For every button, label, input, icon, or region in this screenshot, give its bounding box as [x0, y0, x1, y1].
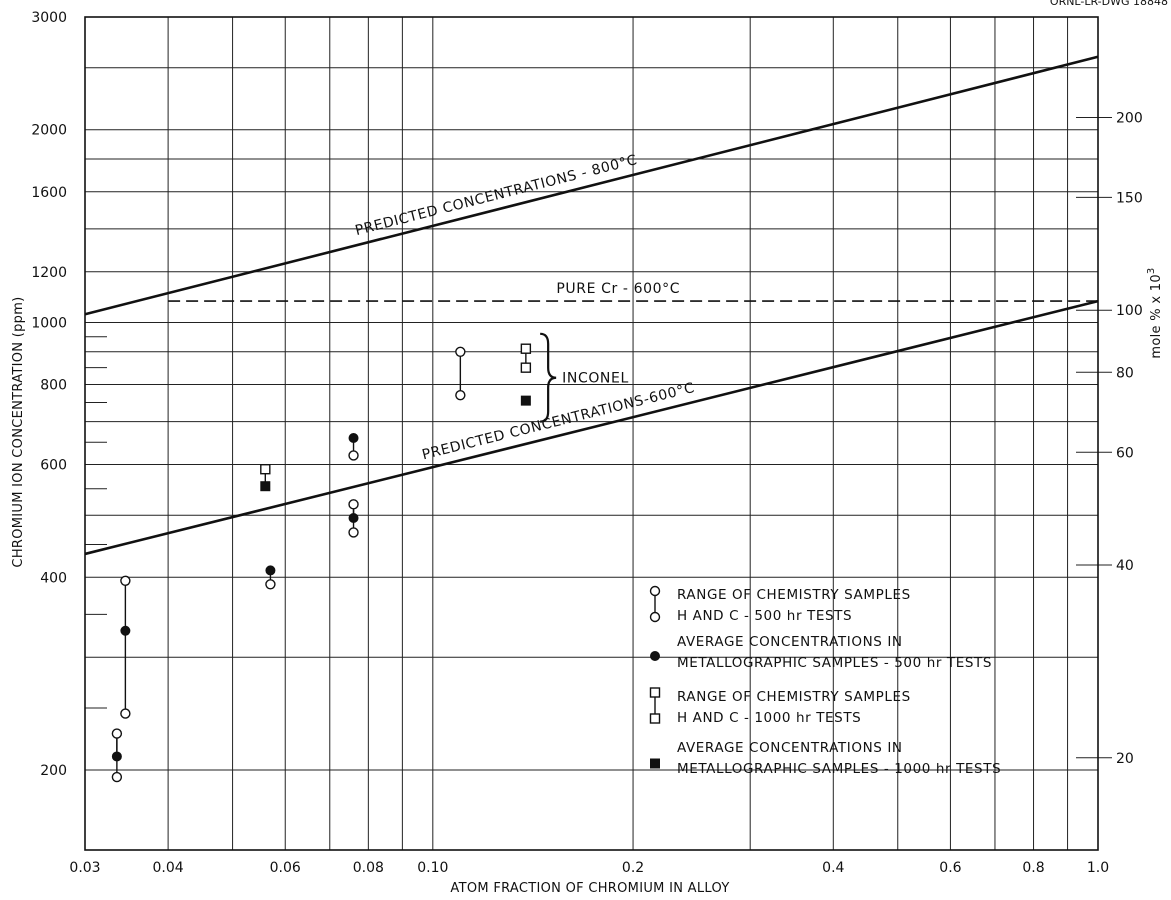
y-tick-label: 3000 — [31, 10, 67, 26]
filled-circle-point — [120, 625, 131, 636]
y2-tick-label: 40 — [1116, 558, 1134, 574]
plot-frame — [84, 16, 1099, 851]
open-circle-point — [111, 728, 123, 739]
y-axis-label: CHROMIUM ION CONCENTRATION (ppm) — [11, 296, 26, 567]
x-tick-label: 0.03 — [69, 860, 100, 876]
y-tick-label: 400 — [40, 570, 67, 586]
filled-circle-point — [348, 513, 359, 524]
open-square-point — [260, 463, 271, 475]
legend-entry-2-line-2: METALLOGRAPHIC SAMPLES - 500 hr TESTS — [677, 655, 992, 671]
open-circle-point — [120, 575, 131, 586]
x-tick-label: 0.10 — [417, 860, 448, 876]
open-square-point — [520, 343, 532, 354]
y2-tick-label: 60 — [1116, 445, 1134, 461]
open-circle-point — [348, 499, 359, 510]
y2-tick-label: 100 — [1116, 303, 1143, 319]
legend-filled-circle — [650, 651, 660, 661]
legend: RANGE OF CHEMISTRY SAMPLES H AND C - 500… — [649, 585, 1001, 777]
legend-open-circle — [649, 611, 661, 623]
legend-entry-2-line-1: AVERAGE CONCENTRATIONS IN — [677, 634, 903, 650]
open-circle-point — [455, 389, 466, 401]
filled-circle-point — [111, 751, 122, 762]
y-tick-label: 1000 — [31, 315, 67, 331]
legend-entry-3-line-2: H AND C - 1000 hr TESTS — [677, 710, 861, 726]
y2-tick-label: 80 — [1116, 365, 1134, 381]
y-tick-label: 800 — [40, 378, 67, 394]
inconel-label: INCONEL — [562, 371, 629, 387]
tick-labels: 20 40 60 80 100 150 200 0.03 0.04 0.06 0.08 0.10 0.2… — [31, 10, 1142, 876]
y2-tick-label: 150 — [1116, 190, 1143, 206]
legend-open-square — [649, 713, 661, 724]
x-tick-label: 0.8 — [1022, 860, 1044, 876]
x-tick-label: 1.0 — [1087, 860, 1109, 876]
prediction-lines — [84, 55, 1099, 556]
line-label-pure-cr: PURE Cr - 600°C — [556, 281, 680, 297]
filled-circle-point — [348, 433, 359, 444]
open-square-point — [520, 362, 532, 373]
data-marks — [111, 343, 532, 783]
legend-entry-1-line-2: H AND C - 500 hr TESTS — [677, 608, 852, 624]
filled-square-point — [260, 481, 271, 492]
corner-id: ORNL-LR-DWG 18848 — [1050, 0, 1168, 8]
filled-circle-point — [265, 565, 276, 576]
open-circle-point — [348, 527, 359, 538]
line-800c — [84, 55, 1099, 316]
svg-text:mole % x 103: mole % x 103 — [1146, 267, 1164, 358]
inconel-brace — [540, 332, 557, 423]
filled-square-point — [520, 395, 531, 406]
y2-tick-label: 20 — [1116, 751, 1134, 767]
open-circle-point — [111, 771, 123, 783]
legend-entry-4-line-2: METALLOGRAPHIC SAMPLES - 1000 hr TESTS — [677, 761, 1001, 777]
y2-axis-label-group: mole % x 103 — [1146, 267, 1164, 358]
y2-tick-label: 200 — [1116, 111, 1143, 127]
y2-axis-label: mole % x 10 — [1149, 274, 1164, 359]
x-tick-label: 0.2 — [622, 860, 644, 876]
y2-axis-label-superscript: 3 — [1146, 267, 1157, 274]
legend-open-square — [649, 687, 661, 698]
x-axis-label: ATOM FRACTION OF CHROMIUM IN ALLOY — [450, 881, 729, 896]
y-tick-label: 1200 — [31, 265, 67, 281]
y-tick-label: 2000 — [31, 123, 67, 139]
line-600c — [84, 299, 1099, 556]
x-tick-label: 0.6 — [939, 860, 961, 876]
x-tick-label: 0.04 — [153, 860, 184, 876]
x-tick-label: 0.06 — [270, 860, 301, 876]
y-tick-label: 200 — [40, 763, 67, 779]
x-tick-label: 0.4 — [822, 860, 844, 876]
open-circle-point — [265, 579, 276, 590]
open-circle-point — [455, 346, 466, 357]
legend-entry-1-line-1: RANGE OF CHEMISTRY SAMPLES — [677, 587, 911, 603]
x-tick-label: 0.08 — [353, 860, 384, 876]
legend-filled-square — [650, 758, 660, 769]
legend-entry-3-line-1: RANGE OF CHEMISTRY SAMPLES — [677, 689, 911, 705]
legend-markers — [649, 585, 661, 769]
grid — [85, 17, 1112, 850]
open-circle-point — [348, 450, 359, 461]
open-circle-point — [120, 708, 131, 719]
legend-entry-4-line-1: AVERAGE CONCENTRATIONS IN — [677, 740, 903, 756]
y-tick-label: 600 — [40, 458, 67, 474]
y-tick-label: 1600 — [31, 185, 67, 201]
legend-open-circle — [649, 585, 661, 597]
